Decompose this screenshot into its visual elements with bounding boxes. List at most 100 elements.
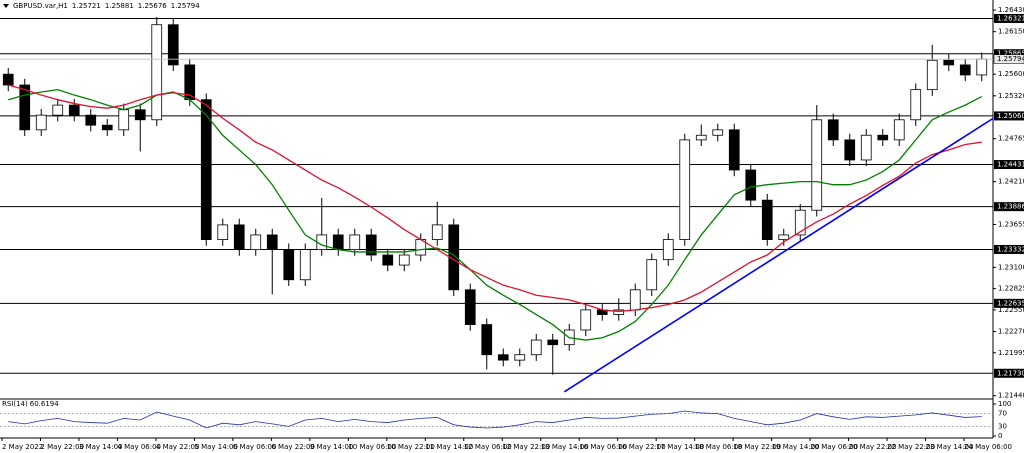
x-tick-label: 17 May 14:00 bbox=[656, 443, 704, 451]
candle-body bbox=[860, 134, 872, 161]
y-tick-label: 1.21440 bbox=[998, 392, 1024, 400]
x-tick-label: 2 May 22:00 bbox=[40, 443, 84, 451]
candle-body bbox=[811, 119, 823, 211]
x-tick-label: 12 May 06:00 bbox=[464, 443, 512, 451]
x-tick-label: 13 May 14:00 bbox=[541, 443, 589, 451]
header-icon bbox=[3, 4, 9, 8]
x-tick-label: 6 May 06:00 bbox=[233, 443, 277, 451]
rsi-tick-label: 100 bbox=[998, 400, 1011, 408]
candle-body bbox=[464, 289, 476, 325]
candle-body bbox=[118, 109, 130, 131]
candle-body bbox=[530, 339, 542, 356]
current-price-label: 1.25794 bbox=[997, 55, 1024, 63]
x-tick-label: 9 May 14:00 bbox=[310, 443, 354, 451]
symbol: GBPUSD.var,H1 bbox=[13, 2, 68, 10]
candle-body bbox=[52, 104, 64, 116]
y-tick-label: 1.24765 bbox=[998, 135, 1024, 143]
y-tick-label: 1.23100 bbox=[998, 263, 1024, 271]
level-label: 1.21730 bbox=[997, 369, 1024, 377]
x-tick-label: 11 May 14:00 bbox=[425, 443, 473, 451]
x-tick-label: 20 May 22:00 bbox=[849, 443, 897, 451]
candle-body bbox=[250, 234, 262, 251]
x-tick-label: 16 May 06:00 bbox=[579, 443, 627, 451]
candle-body bbox=[728, 129, 740, 171]
moving-average bbox=[8, 84, 982, 313]
rsi-value: 60.6194 bbox=[30, 400, 59, 408]
candle-body bbox=[662, 239, 674, 261]
candle-body bbox=[943, 59, 955, 66]
level-label-box bbox=[994, 298, 1024, 308]
level-label: 1.23332 bbox=[997, 245, 1024, 253]
rsi-line bbox=[8, 410, 982, 429]
y-tick-label: 1.22825 bbox=[998, 285, 1024, 293]
rsi-tick-label: 0 bbox=[998, 432, 1002, 440]
candle-body bbox=[926, 59, 938, 91]
quote-value: 1.25881 bbox=[105, 2, 134, 10]
candle-body bbox=[646, 259, 658, 291]
level-label: 1.26321 bbox=[997, 14, 1024, 22]
candle-body bbox=[2, 73, 14, 86]
x-tick-label: 23 May 14:00 bbox=[926, 443, 974, 451]
y-tick-label: 1.21995 bbox=[998, 349, 1024, 357]
x-tick-label: 22 May 22:00 bbox=[887, 443, 935, 451]
level-label-box bbox=[994, 111, 1024, 121]
rsi-label: RSI(14) bbox=[2, 400, 28, 408]
candle-body bbox=[266, 234, 278, 251]
candle-body bbox=[299, 249, 311, 281]
candle-body bbox=[68, 104, 80, 116]
x-tick-label: 16 May 22:00 bbox=[618, 443, 666, 451]
x-tick-label: 10 May 06:00 bbox=[348, 443, 396, 451]
x-tick-label: 24 May 06:00 bbox=[964, 443, 1012, 451]
y-tick-label: 1.25320 bbox=[998, 92, 1024, 100]
candle-body bbox=[85, 114, 97, 126]
x-tick-label: 20 May 06:00 bbox=[810, 443, 858, 451]
rsi-tick-label: 70 bbox=[998, 410, 1007, 418]
candle-body bbox=[233, 224, 245, 251]
candle-body bbox=[877, 134, 889, 141]
candle-body bbox=[844, 139, 856, 161]
candle-body bbox=[629, 289, 641, 311]
candle-body bbox=[580, 309, 592, 331]
current-price-box bbox=[993, 54, 1024, 64]
y-tick-label: 1.26150 bbox=[998, 28, 1024, 36]
candle-body bbox=[35, 114, 47, 131]
candle-body bbox=[910, 89, 922, 121]
level-label: 1.24431 bbox=[997, 161, 1024, 169]
candle-body bbox=[101, 124, 113, 131]
y-tick-label: 1.25600 bbox=[998, 70, 1024, 78]
candle-body bbox=[794, 209, 806, 236]
x-tick-label: 5 May 14:00 bbox=[194, 443, 238, 451]
y-tick-label: 1.22550 bbox=[998, 306, 1024, 314]
rsi-tick-label: 30 bbox=[998, 422, 1007, 430]
candle-body bbox=[712, 129, 724, 136]
level-label-box bbox=[994, 13, 1024, 23]
y-tick-label: 1.22270 bbox=[998, 328, 1024, 336]
x-tick-label: 2 May 2022 bbox=[2, 443, 43, 451]
candle-body bbox=[382, 254, 394, 266]
level-label: 1.22635 bbox=[997, 299, 1024, 307]
y-tick-label: 1.23655 bbox=[998, 221, 1024, 229]
x-tick-label: 18 May 06:00 bbox=[695, 443, 743, 451]
trendline bbox=[563, 117, 994, 393]
candle-body bbox=[431, 224, 443, 240]
level-label: 1.25865 bbox=[997, 50, 1024, 58]
x-tick-label: 19 May 14:00 bbox=[772, 443, 820, 451]
candle-body bbox=[398, 254, 410, 266]
y-tick-label: 1.26430 bbox=[998, 6, 1024, 14]
level-label-box bbox=[994, 368, 1024, 378]
candle-body bbox=[761, 199, 773, 240]
candle-body bbox=[349, 234, 361, 251]
candle-body bbox=[481, 324, 493, 356]
candle-body bbox=[745, 169, 757, 201]
x-tick-label: 6 May 22:00 bbox=[271, 443, 315, 451]
level-label-box bbox=[994, 202, 1024, 212]
quote-value: 1.25794 bbox=[171, 2, 200, 10]
quote-value: 1.25721 bbox=[72, 2, 101, 10]
quote-value: 1.25676 bbox=[138, 2, 167, 10]
candle-body bbox=[613, 309, 625, 315]
x-tick-label: 4 May 06:00 bbox=[117, 443, 161, 451]
candle-body bbox=[679, 139, 691, 240]
candle-body bbox=[497, 354, 509, 361]
levels bbox=[0, 17, 993, 374]
